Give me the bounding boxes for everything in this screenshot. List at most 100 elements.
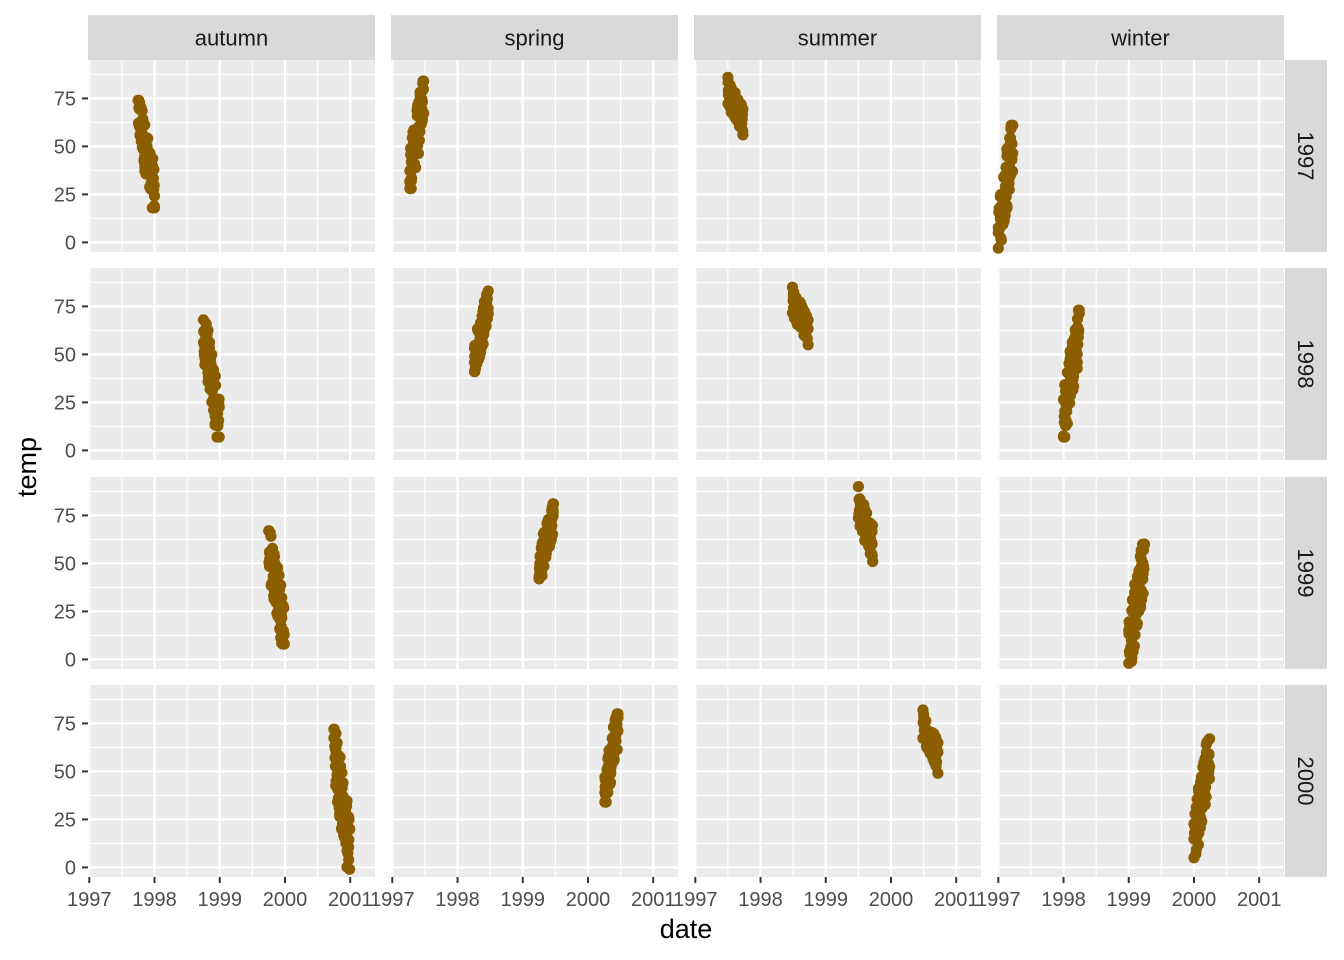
data-point <box>213 401 225 413</box>
data-point <box>866 538 878 550</box>
data-point <box>1071 356 1083 368</box>
strip-1997: 1997 <box>1285 60 1327 252</box>
data-point <box>1071 348 1083 360</box>
strip-label-1997: 1997 <box>1293 132 1318 181</box>
data-point <box>147 153 159 165</box>
panel-background <box>997 268 1284 460</box>
strip-background <box>997 15 1284 60</box>
y-tick-label: 50 <box>54 553 76 575</box>
data-point <box>263 525 275 537</box>
data-point <box>148 190 161 202</box>
y-tick-label: 0 <box>65 232 76 254</box>
strip-label-spring: spring <box>505 26 565 51</box>
data-point <box>1192 839 1204 851</box>
panel-winter-1999 <box>997 477 1284 669</box>
strip-label-winter: winter <box>1110 26 1170 51</box>
data-point <box>418 75 430 87</box>
data-point <box>1138 538 1150 550</box>
panel-spring-1998 <box>391 268 678 460</box>
data-point <box>139 119 151 131</box>
strip-label-autumn: autumn <box>195 26 268 51</box>
data-point <box>331 737 343 749</box>
x-tick-label: 2000 <box>869 889 914 911</box>
data-point <box>148 163 160 176</box>
strip-summer: summer <box>694 15 981 60</box>
x-tick-label: 1998 <box>1041 889 1086 911</box>
data-point <box>611 744 623 756</box>
panel-summer-1997 <box>694 60 981 252</box>
data-point <box>1193 827 1205 839</box>
strip-1999: 1999 <box>1285 477 1327 669</box>
panel-winter-1997 <box>992 60 1284 254</box>
data-point <box>277 600 289 612</box>
data-point <box>786 281 799 293</box>
y-tick-label: 25 <box>54 184 76 206</box>
panel-summer-1999 <box>694 477 981 669</box>
y-tick-label: 75 <box>54 505 76 527</box>
data-point <box>1123 657 1135 669</box>
data-point <box>612 708 624 720</box>
data-point <box>599 796 611 808</box>
x-tick-label: 1998 <box>738 889 783 911</box>
x-tick-label: 2001 <box>1237 889 1282 911</box>
strip-spring: spring <box>391 15 678 60</box>
data-point <box>722 71 734 83</box>
data-point <box>343 854 355 866</box>
strip-background <box>1285 60 1327 252</box>
data-point <box>605 767 617 780</box>
data-point <box>1128 640 1140 652</box>
data-point <box>1188 852 1200 864</box>
panel-background <box>88 60 375 252</box>
data-point <box>1061 417 1073 429</box>
strip-background <box>1285 268 1327 460</box>
data-point <box>932 767 944 779</box>
y-tick-label: 75 <box>54 713 76 735</box>
panel-background <box>997 685 1284 877</box>
data-point <box>343 834 355 846</box>
data-point <box>337 777 349 789</box>
strip-background <box>694 15 981 60</box>
x-tick-label: 2001 <box>631 889 676 911</box>
strip-background <box>391 15 678 60</box>
data-point <box>547 528 559 541</box>
data-point <box>344 863 356 875</box>
strip-background <box>1285 477 1327 669</box>
data-point <box>538 560 550 572</box>
panel-background <box>694 60 981 252</box>
x-tick-label: 1999 <box>804 889 849 911</box>
panel-autumn-1998 <box>88 268 375 460</box>
data-point <box>206 348 218 361</box>
y-tick-label: 75 <box>54 88 76 110</box>
data-point <box>410 161 422 174</box>
panel-background <box>694 685 981 877</box>
y-tick-label: 25 <box>54 392 76 414</box>
data-point <box>1203 773 1215 785</box>
panels-layer <box>88 60 1284 877</box>
y-tick-label: 0 <box>65 857 76 879</box>
data-point <box>482 285 494 297</box>
data-point <box>737 129 749 141</box>
data-point <box>1073 304 1085 316</box>
panel-summer-2000 <box>694 685 981 877</box>
panel-background <box>88 477 375 669</box>
data-point <box>861 507 873 519</box>
data-point <box>202 324 214 336</box>
data-point <box>334 760 347 772</box>
data-point <box>1203 748 1215 760</box>
data-point <box>334 751 346 763</box>
data-point <box>1064 397 1076 409</box>
data-point <box>213 431 225 443</box>
data-point <box>277 625 289 637</box>
data-point <box>931 746 943 758</box>
data-point <box>867 555 879 568</box>
panel-background <box>391 60 678 252</box>
data-point <box>1137 587 1149 600</box>
data-point <box>1057 431 1070 443</box>
data-point <box>328 723 340 735</box>
y-axis-title: temp <box>12 437 42 497</box>
y-tick-label: 25 <box>54 809 76 831</box>
data-point <box>533 573 545 585</box>
data-point <box>417 83 429 95</box>
data-point <box>148 202 161 214</box>
